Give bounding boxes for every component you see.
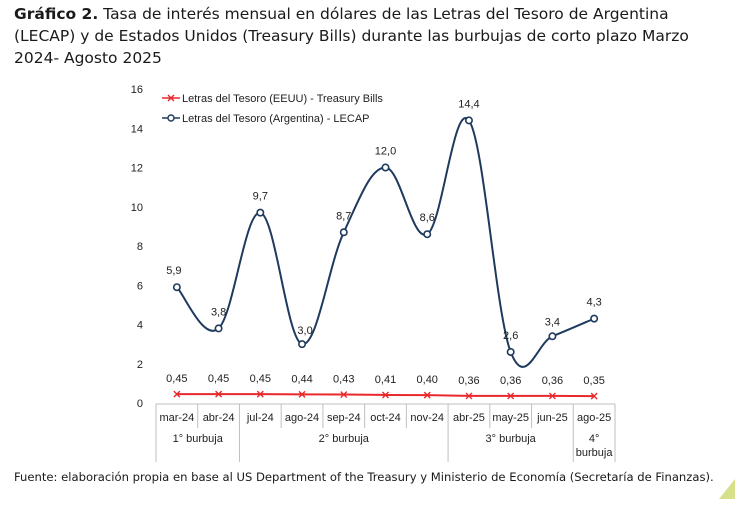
legend-entry: Letras del Tesoro (Argentina) - LECAP bbox=[182, 113, 370, 125]
treasury-bills-point-stroke bbox=[173, 390, 181, 398]
treasury-bills-point bbox=[256, 390, 264, 398]
lecap-point bbox=[423, 230, 432, 239]
line-chart: 0 2 4 6 8 10 12 14 16 mar-24 abr-24 jul-24 ago-24 sep… bbox=[131, 84, 616, 462]
lecap-data-label: 8,7 bbox=[336, 210, 351, 222]
x-tick-label: mar-24 bbox=[159, 412, 194, 424]
treasury-bills-point bbox=[548, 392, 556, 400]
treasury-bills-data-label: 0,43 bbox=[333, 374, 354, 386]
group-label-line2: burbuja bbox=[576, 447, 614, 459]
treasury-bills-point bbox=[382, 391, 389, 399]
treasury-bills-data-label: 0,41 bbox=[375, 374, 396, 386]
y-tick-label: 2 bbox=[137, 359, 143, 371]
x-tick-label: abr-24 bbox=[203, 412, 235, 424]
legend-marker bbox=[167, 94, 175, 102]
lecap-point bbox=[506, 347, 515, 356]
chart-title-text: Tasa de interés mensual en dólares de la… bbox=[14, 5, 689, 67]
group-label: 1° burbuja bbox=[173, 433, 224, 445]
x-tick-label: ago-25 bbox=[577, 412, 611, 424]
treasury-bills-point-stroke bbox=[256, 390, 264, 398]
lecap-data-label: 12,0 bbox=[375, 146, 396, 158]
treasury-bills-point bbox=[340, 391, 348, 399]
treasury-bills-data-label: 0,45 bbox=[250, 373, 271, 385]
treasury-bills-data-label: 0,44 bbox=[291, 373, 312, 385]
treasury-bills-data-label: 0,36 bbox=[542, 375, 563, 387]
x-tick-label: oct-24 bbox=[370, 412, 401, 424]
treasury-bills-point bbox=[423, 391, 431, 399]
x-tick-label: ago-24 bbox=[285, 412, 319, 424]
lecap-data-label: 3,4 bbox=[545, 316, 560, 328]
y-tick-label: 14 bbox=[131, 123, 143, 135]
x-tick-label: nov-24 bbox=[410, 412, 444, 424]
y-tick-label: 10 bbox=[131, 202, 143, 214]
group-label: 4° bbox=[589, 433, 600, 445]
source-note: Fuente: elaboración propia en base al US… bbox=[14, 470, 714, 484]
lecap-data-label: 9,7 bbox=[253, 191, 268, 203]
treasury-bills-point-stroke bbox=[548, 392, 556, 400]
y-tick-label: 16 bbox=[131, 84, 143, 96]
lecap-data-label: 2,6 bbox=[503, 330, 518, 342]
lecap-point bbox=[214, 324, 223, 333]
chart-title: Gráfico 2. Tasa de interés mensual en dó… bbox=[14, 3, 729, 69]
treasury-bills-point-stroke bbox=[340, 391, 348, 399]
group-label: 3° burbuja bbox=[486, 433, 537, 445]
lecap-point bbox=[548, 332, 557, 341]
treasury-bills-data-label: 0,35 bbox=[583, 375, 604, 387]
lecap-point bbox=[381, 163, 390, 172]
treasury-bills-point bbox=[465, 392, 473, 400]
treasury-bills-data-label: 0,45 bbox=[166, 373, 187, 385]
lecap-point bbox=[298, 340, 307, 349]
lecap-point bbox=[172, 283, 181, 292]
treasury-bills-point bbox=[215, 390, 223, 398]
y-tick-label: 12 bbox=[131, 163, 143, 175]
y-tick-label: 8 bbox=[137, 241, 143, 253]
treasury-bills-point-stroke bbox=[507, 392, 515, 400]
x-tick-label: abr-25 bbox=[453, 412, 485, 424]
legend-entry: Letras del Tesoro (EEUU) - Treasury Bill… bbox=[182, 93, 383, 105]
treasury-bills-data-label: 0,45 bbox=[208, 373, 229, 385]
x-tick-label: may-25 bbox=[492, 412, 529, 424]
lecap-point bbox=[339, 228, 348, 237]
group-label: 2° burbuja bbox=[319, 433, 370, 445]
x-tick-label: jun-25 bbox=[536, 412, 568, 424]
x-tick-label: sep-24 bbox=[327, 412, 361, 424]
y-tick-label: 6 bbox=[137, 280, 143, 292]
treasury-bills-point-stroke bbox=[465, 392, 473, 400]
chart-title-prefix: Gráfico 2. bbox=[14, 5, 99, 23]
treasury-bills-point-stroke bbox=[590, 392, 598, 400]
treasury-bills-point bbox=[298, 390, 306, 398]
legend-marker bbox=[167, 114, 175, 122]
y-tick-label: 0 bbox=[137, 398, 143, 410]
lecap-data-label: 8,6 bbox=[420, 212, 435, 224]
treasury-bills-data-label: 0,40 bbox=[417, 374, 438, 386]
treasury-bills-point bbox=[507, 392, 515, 400]
lecap-data-label: 4,3 bbox=[586, 297, 601, 309]
treasury-bills-point-stroke bbox=[215, 390, 223, 398]
treasury-bills-point-stroke bbox=[382, 391, 389, 399]
x-tick-label: jul-24 bbox=[246, 412, 274, 424]
treasury-bills-point bbox=[173, 390, 181, 398]
lecap-data-label: 5,9 bbox=[166, 265, 181, 277]
treasury-bills-data-label: 0,36 bbox=[500, 375, 521, 387]
treasury-bills-point-stroke bbox=[298, 390, 306, 398]
lecap-point bbox=[464, 116, 473, 125]
lecap-data-label: 3,8 bbox=[211, 306, 226, 318]
decorative-corner bbox=[719, 479, 735, 499]
lecap-data-label: 3,0 bbox=[297, 325, 312, 337]
lecap-data-label: 14,4 bbox=[458, 98, 479, 110]
treasury-bills-point bbox=[590, 392, 598, 400]
y-tick-label: 4 bbox=[137, 320, 143, 332]
lecap-point bbox=[256, 208, 265, 217]
treasury-bills-point-stroke bbox=[423, 391, 431, 399]
lecap-point bbox=[590, 314, 599, 323]
treasury-bills-data-label: 0,36 bbox=[458, 375, 479, 387]
